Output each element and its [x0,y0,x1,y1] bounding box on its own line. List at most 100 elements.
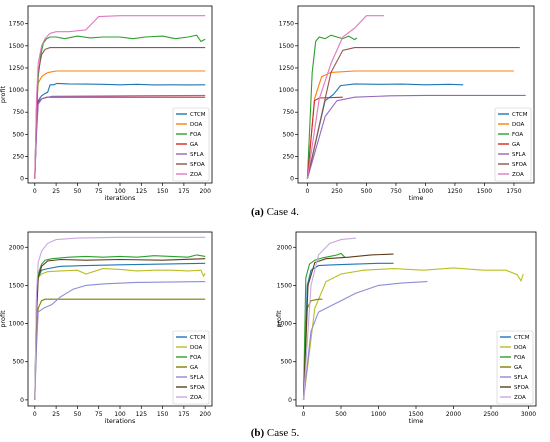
y-tick-label: 250 [283,153,295,160]
plot-frame [297,5,535,184]
x-tick-label: 0 [302,411,306,418]
y-tick-label: 1500 [279,43,294,50]
y-tick-label: 1500 [9,282,24,289]
legend-label: FOA [512,132,523,138]
legend-label: FOA [190,132,201,138]
x-axis-label: time [409,417,424,425]
series-line-foa [34,34,206,179]
legend-label: SFOA [514,385,529,391]
legend-label: GA [190,365,198,371]
y-tick-label: 500 [281,359,293,366]
y-tick-label: 1250 [9,65,24,72]
legend-label: GA [514,365,522,371]
x-axis-label: time [409,194,424,202]
y-tick-label: 2000 [277,244,292,251]
legend-label: SFOA [512,162,527,168]
x-axis-label: iterations [105,417,136,425]
y-tick-label: 500 [13,359,25,366]
legend-label: SFLA [190,375,204,381]
series-group [306,15,526,179]
series-line-zoa [302,237,357,400]
legend-label: DOA [514,345,526,351]
y-tick-label: 0 [20,397,24,404]
legend-label: DOA [190,122,202,128]
legend-box [172,330,210,405]
x-tick-label: 25 [52,411,60,418]
series-line-sfoa [306,47,520,179]
legend-box [172,107,210,182]
x-tick-label: 0 [33,411,37,418]
x-tick-label: 175 [178,411,190,418]
y-tick-label: 1000 [277,321,292,328]
legend-label: SFOA [190,385,205,391]
legend: CTCM DOA FOA GA SFLA SFOA ZOA [494,107,532,182]
caption-case4: (a) Case 4. [0,206,550,218]
y-tick-label: 750 [13,109,25,116]
series-line-ctcm [302,262,394,400]
y-axis-label: profit [0,85,7,103]
series-group [34,15,206,179]
legend-label: ZOA [514,395,526,401]
y-tick-label: 1250 [279,65,294,72]
caption-text: Case 5. [264,427,300,439]
caption-letter: (a) [251,206,264,218]
y-tick-label: 1000 [9,321,24,328]
x-tick-label: 75 [95,411,103,418]
y-axis-label: profit [0,310,7,328]
y-tick-label: 1500 [277,282,292,289]
series-line-sfla [34,281,206,400]
x-tick-label: 750 [390,188,402,195]
x-tick-label: 500 [335,411,347,418]
x-tick-label: 100 [114,188,126,195]
y-tick-label: 500 [13,131,25,138]
caption-text: Case 4. [263,206,299,218]
x-tick-label: 1000 [418,188,433,195]
series-line-sfoa [302,253,394,400]
y-tick-label: 1500 [9,43,24,50]
x-tick-label: 0 [33,188,37,195]
series-line-doa [302,267,524,400]
x-tick-label: 200 [199,188,211,195]
x-tick-label: 250 [331,188,343,195]
caption-case5: (b) Case 5. [0,427,550,439]
series-line-sfla [306,94,526,179]
x-tick-label: 3000 [521,411,536,418]
legend-label: CTCM [514,335,530,341]
series-line-zoa [306,15,385,179]
y-tick-label: 500 [283,131,295,138]
x-tick-label: 150 [157,188,169,195]
y-tick-label: 0 [20,176,24,183]
legend-label: GA [190,142,198,148]
legend-box [494,107,532,182]
chart-case5-time: 0 500 1000 1500 2000 2500 3000 0 500 1000 1500 2000… [275,231,537,425]
legend: CTCM DOA FOA GA SFLA SFOA ZOA [496,330,534,405]
legend: CTCM DOA FOA GA SFLA SFOA ZOA [172,107,210,182]
legend-label: ZOA [512,172,524,178]
x-tick-label: 1750 [506,188,521,195]
legend-box [496,330,534,405]
x-tick-label: 150 [157,411,169,418]
x-tick-label: 50 [74,188,82,195]
y-tick-label: 1000 [9,87,24,94]
x-tick-label: 500 [361,188,373,195]
y-tick-label: 0 [290,176,294,183]
series-line-ctcm [34,82,206,179]
x-tick-label: 1250 [447,188,462,195]
y-tick-label: 1000 [279,87,294,94]
series-line-ga [306,96,343,179]
series-group [302,237,524,400]
x-tick-label: 1500 [408,411,423,418]
x-tick-label: 175 [178,188,190,195]
legend-label: SFOA [190,162,205,168]
series-line-sfoa [34,258,206,400]
chart-case4-time: 0 250 500 750 1000 1250 1500 1750 0 250 500 750 1000… [279,5,535,202]
legend-label: GA [512,142,520,148]
series-line-doa [34,268,206,400]
x-tick-label: 50 [74,411,82,418]
y-axis-label: profit [275,310,283,328]
x-tick-label: 25 [52,188,60,195]
x-axis-label: iterations [105,194,136,202]
y-tick-label: 0 [288,397,292,404]
y-tick-label: 2000 [9,244,24,251]
legend-label: SFLA [190,152,204,158]
